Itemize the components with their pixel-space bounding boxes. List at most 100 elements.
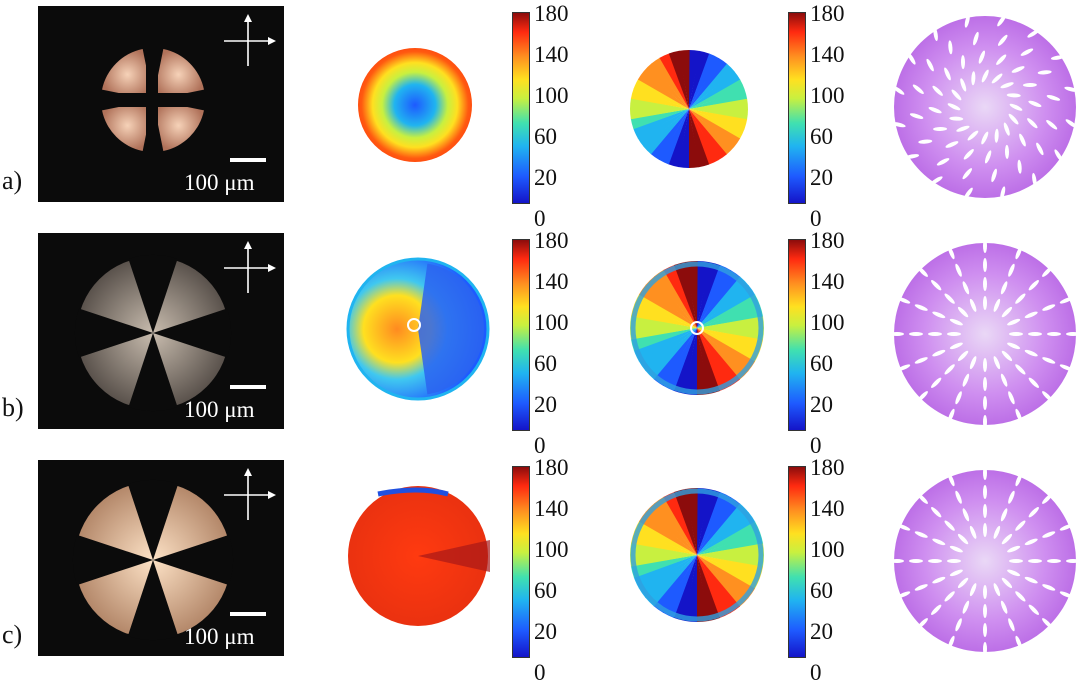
director-dash bbox=[1028, 604, 1039, 615]
director-dash bbox=[978, 50, 986, 64]
director-dash bbox=[917, 618, 928, 629]
azimuth-sector bbox=[697, 328, 756, 372]
scale-bar bbox=[230, 612, 266, 616]
director-dash bbox=[993, 525, 1001, 539]
director-dash bbox=[1042, 266, 1053, 277]
azimuth-map bbox=[628, 486, 766, 629]
azimuth-disk bbox=[630, 261, 764, 395]
director-schematic bbox=[891, 13, 1079, 205]
director-dash bbox=[1004, 144, 1009, 159]
director-dash bbox=[897, 524, 911, 531]
director-dash bbox=[1046, 95, 1061, 101]
director-dash bbox=[1001, 350, 1013, 362]
extinction-wedge bbox=[127, 560, 179, 640]
azimuth-sector bbox=[689, 79, 745, 109]
director-dash bbox=[947, 559, 961, 563]
director-dash bbox=[948, 40, 953, 55]
director-dash bbox=[993, 298, 1001, 312]
azimuth-sector bbox=[662, 555, 697, 618]
director-dash bbox=[1050, 55, 1065, 60]
azimuth-sector bbox=[658, 109, 689, 165]
director-dash bbox=[1009, 103, 1023, 111]
azimuth-sector bbox=[651, 57, 689, 109]
defect-core bbox=[407, 318, 421, 332]
azimuth-sector bbox=[688, 109, 700, 168]
director-dash bbox=[933, 126, 948, 131]
micrograph-panel: 100 μm bbox=[38, 6, 284, 202]
micrograph-panel: 100 μm bbox=[38, 233, 284, 429]
azimuth-sector bbox=[697, 316, 764, 329]
azimuth-sector bbox=[697, 555, 760, 590]
director-schematic-svg bbox=[890, 239, 1080, 429]
director-dash bbox=[1042, 304, 1056, 311]
azimuth-sector bbox=[696, 328, 709, 395]
azimuth-sector bbox=[697, 503, 749, 555]
azimuth-sector bbox=[697, 328, 720, 395]
azimuth-sector bbox=[697, 555, 731, 619]
director-dash bbox=[1019, 133, 1026, 147]
director-dash bbox=[931, 280, 942, 291]
director-dash bbox=[983, 585, 987, 599]
azimuth-sector bbox=[643, 109, 689, 155]
azimuth-sector bbox=[630, 328, 697, 351]
director-dash bbox=[947, 103, 961, 111]
director-dash bbox=[1000, 508, 1008, 522]
director-dash bbox=[1028, 332, 1042, 336]
director-dash bbox=[930, 176, 943, 185]
extinction-wedge bbox=[73, 534, 153, 586]
director-dash bbox=[997, 34, 1008, 46]
azimuth-sector bbox=[633, 109, 689, 139]
colorbar-tick-label: 100 bbox=[810, 537, 845, 562]
director-dash bbox=[931, 377, 942, 388]
director-dash bbox=[981, 69, 989, 83]
azimuth-sector bbox=[645, 555, 697, 607]
colorbar-tick-label: 60 bbox=[534, 351, 557, 376]
director-dash bbox=[917, 493, 928, 504]
colorbar-tick-label: 100 bbox=[810, 83, 845, 108]
director-dash bbox=[1008, 618, 1015, 632]
director-dash bbox=[955, 490, 962, 504]
colorbar-tick-label: 60 bbox=[534, 124, 557, 149]
director-dash bbox=[918, 139, 933, 144]
director-dash bbox=[1008, 391, 1015, 405]
colorbar-tick-label: 100 bbox=[810, 310, 845, 335]
colorbar bbox=[788, 239, 806, 431]
director-dash bbox=[1015, 635, 1022, 649]
azimuth-sector bbox=[689, 109, 741, 148]
director-dash bbox=[944, 293, 955, 304]
azimuth-sector bbox=[634, 293, 697, 328]
director-dash bbox=[897, 591, 911, 598]
director-schematic-svg bbox=[890, 466, 1080, 656]
director-dash bbox=[961, 55, 966, 70]
director-dash bbox=[909, 332, 923, 336]
azimuth-sector bbox=[697, 532, 764, 555]
azimuth-sector bbox=[697, 543, 764, 556]
extinction-wedge bbox=[75, 308, 153, 358]
azimuth-sector bbox=[638, 511, 697, 555]
colorbar bbox=[512, 239, 530, 431]
director-dash bbox=[1007, 545, 1021, 553]
director-dash bbox=[993, 583, 1001, 597]
retardance-fill bbox=[358, 48, 472, 162]
colorbar-tick-label: 180 bbox=[534, 455, 569, 480]
director-dash bbox=[1001, 306, 1013, 318]
azimuth-sector bbox=[697, 489, 721, 555]
azimuth-sector bbox=[697, 555, 763, 579]
director-dash bbox=[969, 356, 977, 370]
director-dash bbox=[932, 349, 946, 357]
azimuth-sector bbox=[638, 284, 697, 328]
micrograph-image bbox=[73, 480, 233, 640]
director-dash bbox=[944, 67, 951, 81]
director-dash bbox=[1008, 263, 1015, 277]
director-dash bbox=[944, 364, 955, 375]
azimuth-rim bbox=[630, 488, 764, 622]
colorbar-tick-label: 0 bbox=[534, 660, 546, 685]
director-dash bbox=[1007, 342, 1021, 350]
director-dash bbox=[1028, 377, 1039, 388]
director-dash bbox=[984, 150, 992, 164]
director-dash bbox=[973, 31, 979, 46]
defect-core bbox=[690, 321, 704, 335]
birefringence-lobe bbox=[153, 100, 204, 151]
director-dash bbox=[1059, 591, 1073, 598]
azimuth-sector bbox=[653, 496, 697, 555]
